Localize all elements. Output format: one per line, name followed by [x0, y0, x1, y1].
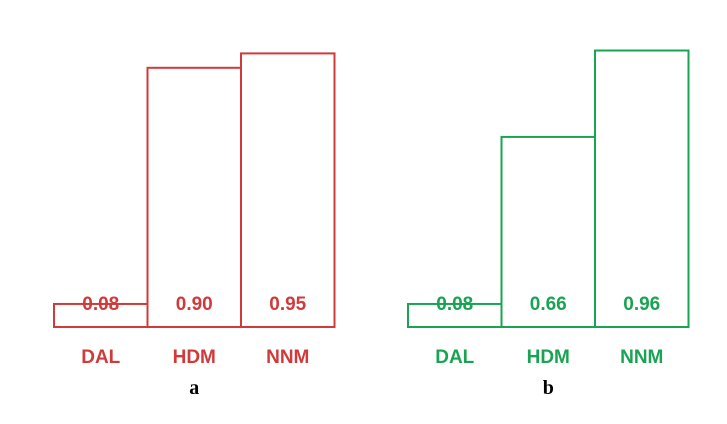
- panel-label-b: b: [543, 377, 554, 399]
- category-label-b-nnm: NNM: [620, 347, 663, 368]
- value-label-a-dal: 0.08: [82, 294, 119, 315]
- value-label-a-hdm: 0.90: [176, 294, 213, 315]
- value-label-a-nnm: 0.95: [269, 294, 306, 315]
- bar-a-nnm: [240, 52, 336, 329]
- category-label-a-hdm: HDM: [173, 347, 216, 368]
- value-label-b-nnm: 0.96: [623, 294, 660, 315]
- bar-b-nnm: [594, 49, 690, 329]
- category-label-b-hdm: HDM: [527, 347, 570, 368]
- panel-a-chart: 0.08 DAL 0.90 HDM 0.95 NNM a: [53, 52, 336, 399]
- bar-a-hdm: [146, 66, 242, 329]
- category-label-b-dal: DAL: [435, 347, 474, 368]
- value-label-b-hdm: 0.66: [530, 294, 567, 315]
- category-label-a-dal: DAL: [81, 347, 120, 368]
- value-label-b-dal: 0.08: [436, 294, 473, 315]
- panel-label-a: a: [189, 377, 199, 399]
- panel-b-chart: 0.08 DAL 0.66 HDM 0.96 NNM b: [407, 49, 690, 399]
- category-label-a-nnm: NNM: [266, 347, 309, 368]
